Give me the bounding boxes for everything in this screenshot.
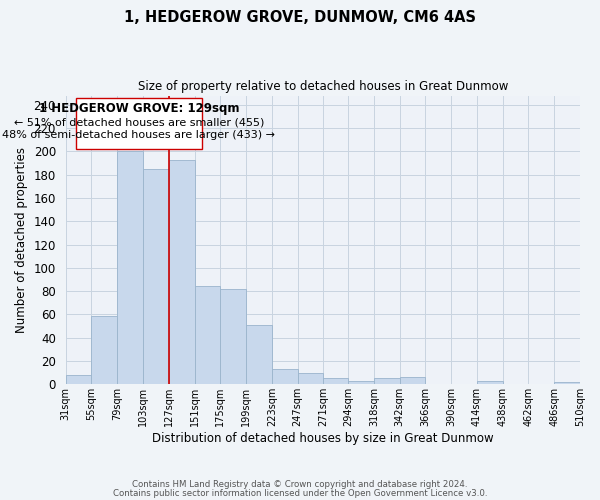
Bar: [246, 325, 272, 384]
Bar: [323, 378, 348, 384]
Bar: [554, 382, 580, 384]
Title: Size of property relative to detached houses in Great Dunmow: Size of property relative to detached ho…: [137, 80, 508, 93]
Bar: [400, 378, 425, 384]
Text: ← 51% of detached houses are smaller (455): ← 51% of detached houses are smaller (45…: [14, 118, 264, 128]
Bar: [117, 152, 143, 384]
Text: 1 HEDGEROW GROVE: 129sqm: 1 HEDGEROW GROVE: 129sqm: [38, 102, 239, 116]
Bar: [477, 381, 503, 384]
Bar: [272, 369, 298, 384]
Bar: [169, 160, 194, 384]
Bar: [348, 381, 374, 384]
Bar: [65, 375, 91, 384]
Text: 1, HEDGEROW GROVE, DUNMOW, CM6 4AS: 1, HEDGEROW GROVE, DUNMOW, CM6 4AS: [124, 10, 476, 25]
Bar: [220, 289, 246, 384]
Text: Contains HM Land Registry data © Crown copyright and database right 2024.: Contains HM Land Registry data © Crown c…: [132, 480, 468, 489]
Bar: [143, 169, 169, 384]
Y-axis label: Number of detached properties: Number of detached properties: [15, 147, 28, 333]
Bar: [298, 372, 323, 384]
Text: 48% of semi-detached houses are larger (433) →: 48% of semi-detached houses are larger (…: [2, 130, 275, 140]
X-axis label: Distribution of detached houses by size in Great Dunmow: Distribution of detached houses by size …: [152, 432, 494, 445]
Text: Contains public sector information licensed under the Open Government Licence v3: Contains public sector information licen…: [113, 488, 487, 498]
Bar: [194, 286, 220, 384]
Bar: [374, 378, 400, 384]
Bar: [91, 316, 117, 384]
